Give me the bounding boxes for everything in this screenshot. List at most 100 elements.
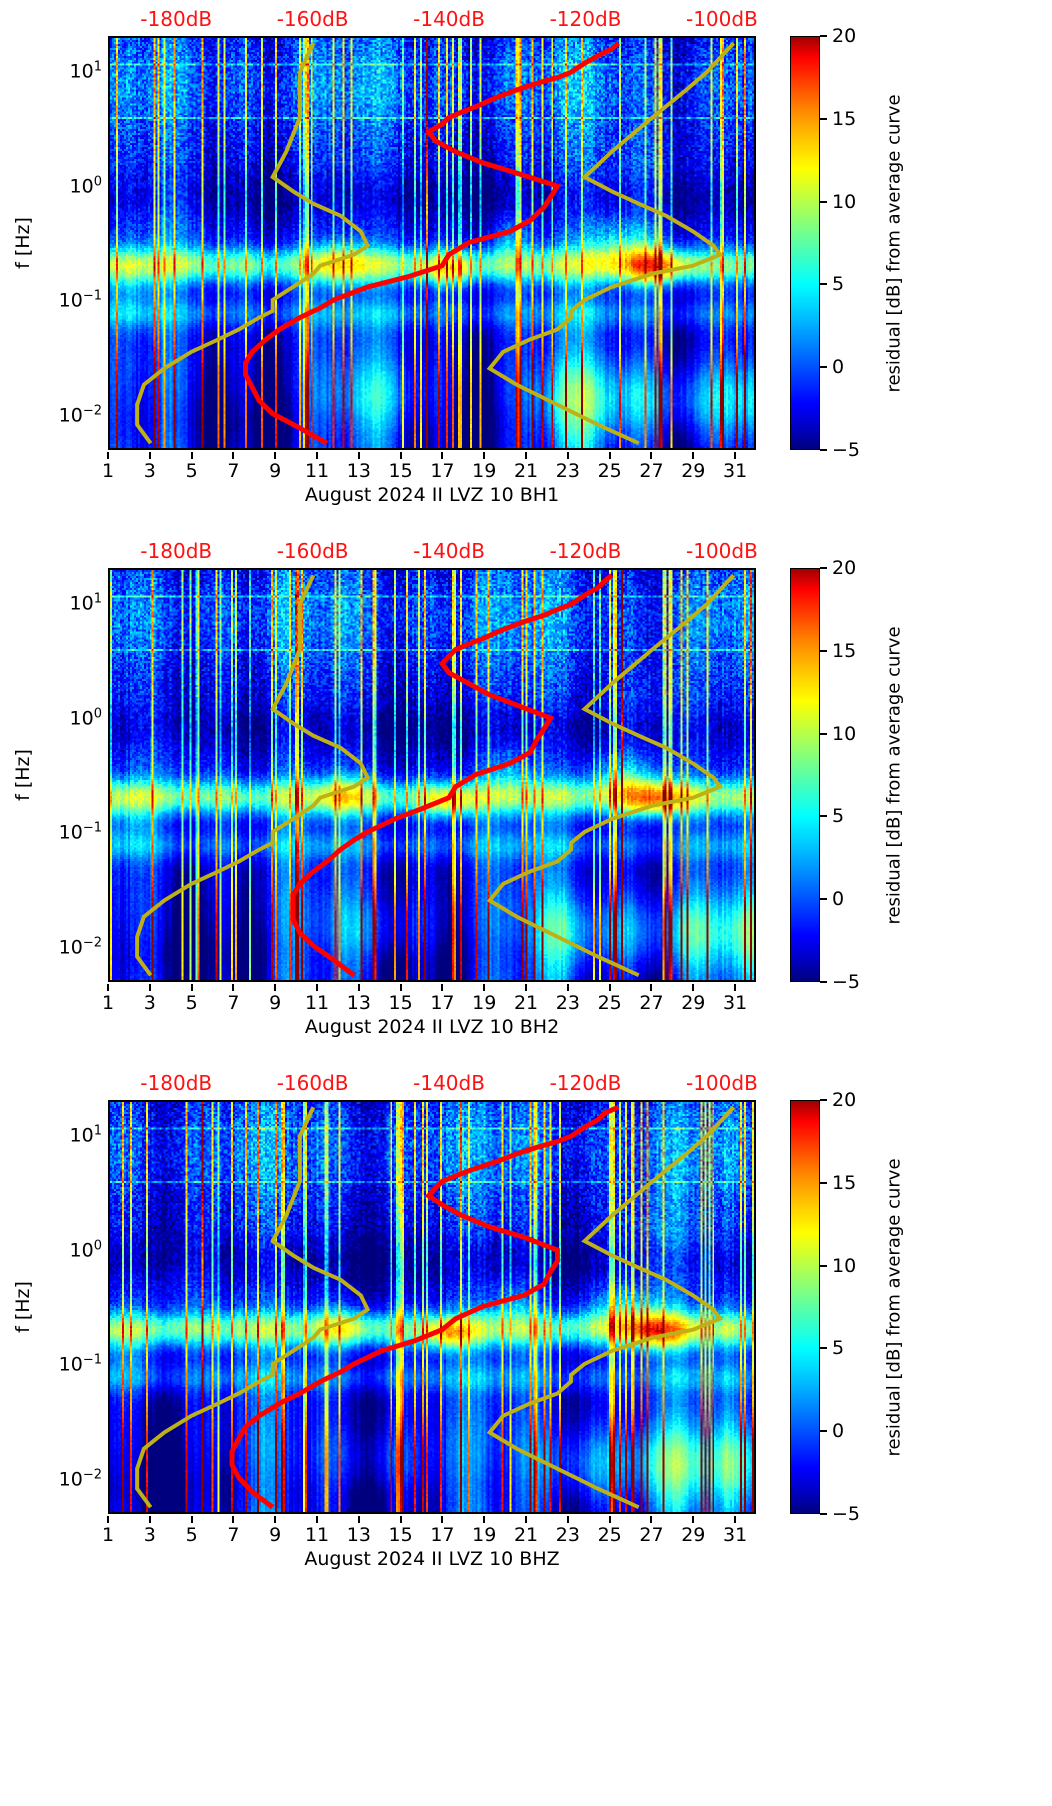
top-db-label: -100dB <box>685 539 758 563</box>
colorbar-tick-mark <box>820 649 827 652</box>
x-tick-mark <box>441 1516 444 1523</box>
x-tick-mark <box>525 452 528 459</box>
x-tick-label: 23 <box>555 460 580 482</box>
top-db-label: -160dB <box>276 539 349 563</box>
colorbar-tick-label: 5 <box>832 1337 845 1360</box>
colorbar-ticks-3: 20 15 10 5 0 −5 <box>820 1089 880 1525</box>
top-db-labels-2: -180dB -160dB -140dB -120dB -100dB <box>108 538 758 564</box>
x-tick-mark <box>692 452 695 459</box>
spectrogram-image-bh2 <box>110 570 754 980</box>
colorbar-tick-mark <box>820 1513 827 1515</box>
y-tick-labels-2: 101 100 10−1 10−2 <box>36 568 144 982</box>
x-tick-label: 3 <box>143 1524 156 1546</box>
x-tick-label: 1 <box>101 1524 115 1546</box>
panel-title-bh1: August 2024 II LVZ 10 BH1 <box>304 484 560 506</box>
x-tick-label: 21 <box>513 460 539 482</box>
x-tick-mark <box>274 984 277 991</box>
x-tick-label: 15 <box>388 1524 413 1546</box>
colorbar-tick-label: 0 <box>832 1420 845 1443</box>
top-db-label: -140dB <box>413 1071 485 1095</box>
y-tick-labels-1: 101 100 10−1 10−2 <box>36 36 144 450</box>
x-tick-label: 21 <box>513 992 539 1014</box>
x-tick-labels-1: 1 3 5 7 9 11 13 15 17 19 21 23 25 27 29 31 <box>102 452 756 486</box>
top-db-label: -120dB <box>549 1071 622 1095</box>
y-tick-label: 101 <box>69 58 102 83</box>
colorbar-tick-label: 20 <box>832 25 857 47</box>
x-tick-label: 11 <box>304 992 330 1014</box>
x-tick-mark <box>566 984 569 991</box>
y-tick-label: 10−1 <box>58 288 102 313</box>
plot-area-bh2[interactable] <box>108 568 756 982</box>
x-tick-mark <box>274 452 277 459</box>
x-tick-label: 19 <box>472 460 497 482</box>
colorbar-tick-mark <box>820 117 827 120</box>
colorbar-tick-label: 15 <box>832 639 857 662</box>
x-tick-mark <box>441 984 444 991</box>
x-tick-mark <box>190 1516 193 1523</box>
x-tick-mark <box>232 452 235 459</box>
x-tick-mark <box>525 1516 528 1523</box>
y-tick-label: 101 <box>69 590 102 615</box>
x-tick-labels-2: 1 3 5 7 9 11 13 15 17 19 21 23 25 27 29 31 <box>102 984 756 1018</box>
x-tick-mark <box>608 1516 611 1523</box>
x-tick-mark <box>650 452 653 459</box>
top-db-label: -160dB <box>276 1071 349 1095</box>
colorbar-tick-label: −5 <box>832 971 861 993</box>
colorbar-tick-label: 15 <box>832 1171 857 1194</box>
x-tick-label: 3 <box>143 992 156 1014</box>
colorbar-tick-mark <box>820 1347 827 1350</box>
colorbar-label-2: residual [dB] from average curve <box>883 625 905 925</box>
x-tick-label: 7 <box>227 992 240 1014</box>
x-tick-label: 25 <box>597 992 622 1014</box>
x-tick-mark <box>232 984 235 991</box>
x-tick-label: 3 <box>143 460 156 482</box>
panel-bh2: -180dB -160dB -140dB -120dB -100dB f [Hz… <box>0 532 1052 1072</box>
colorbar-label-3: residual [dB] from average curve <box>883 1157 905 1457</box>
y-tick-label: 101 <box>69 1122 102 1147</box>
x-tick-mark <box>148 1516 151 1523</box>
y-axis-label: f [Hz] <box>12 217 35 269</box>
x-tick-label: 27 <box>639 1524 664 1546</box>
x-tick-mark <box>441 452 444 459</box>
x-tick-label: 13 <box>346 460 371 482</box>
x-tick-label: 23 <box>555 1524 580 1546</box>
x-tick-labels-3: 1 3 5 7 9 11 13 15 17 19 21 23 25 27 29 31 <box>102 1516 756 1550</box>
x-tick-mark <box>190 984 193 991</box>
x-tick-label: 25 <box>597 460 622 482</box>
y-tick-label: 100 <box>69 1237 102 1262</box>
colorbar-ticks-2: 20 15 10 5 0 −5 <box>820 557 880 993</box>
colorbar-tick-mark <box>820 35 827 37</box>
x-tick-mark <box>692 984 695 991</box>
colorbar-tick-label: 0 <box>832 356 845 379</box>
y-tick-labels-3: 101 100 10−1 10−2 <box>36 1100 144 1514</box>
x-tick-mark <box>274 1516 277 1523</box>
x-tick-mark <box>650 1516 653 1523</box>
x-tick-label: 29 <box>681 1524 706 1546</box>
x-tick-mark <box>148 984 151 991</box>
x-tick-mark <box>316 452 319 459</box>
colorbar-tick-label: 5 <box>832 805 845 828</box>
colorbar-tick-label: 10 <box>832 1254 857 1277</box>
colorbar-tick-label: 10 <box>832 190 857 213</box>
plot-area-bh1[interactable] <box>108 36 756 450</box>
colorbar-tick-mark <box>820 732 827 735</box>
x-tick-label: 5 <box>185 992 198 1014</box>
x-tick-mark <box>107 984 109 991</box>
x-tick-mark <box>399 452 402 459</box>
x-tick-mark <box>483 1516 486 1523</box>
x-tick-label: 25 <box>597 1524 622 1546</box>
plot-area-bhz[interactable] <box>108 1100 756 1514</box>
x-tick-mark <box>734 984 737 991</box>
x-tick-label: 1 <box>101 460 115 482</box>
colorbar-tick-mark <box>820 366 827 369</box>
x-tick-mark <box>525 984 528 991</box>
x-tick-mark <box>190 452 193 459</box>
colorbar-3 <box>790 1100 820 1514</box>
colorbar-tick-label: 15 <box>832 107 857 130</box>
x-tick-mark <box>566 452 569 459</box>
top-db-label: -140dB <box>413 7 485 31</box>
colorbar-tick-mark <box>820 981 827 983</box>
x-tick-label: 17 <box>430 460 455 482</box>
x-tick-label: 19 <box>472 992 497 1014</box>
